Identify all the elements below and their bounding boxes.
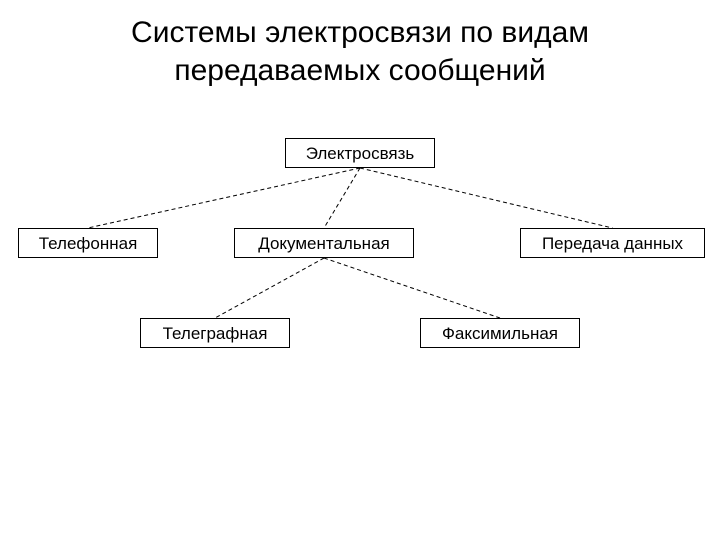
edge-root-n3 [360,168,613,228]
title-line-2: передаваемых сообщений [0,52,720,90]
node-n3: Передача данных [520,228,705,258]
edge-n2-n4 [215,258,324,318]
node-n1: Телефонная [18,228,158,258]
node-n4: Телеграфная [140,318,290,348]
node-n2: Документальная [234,228,414,258]
node-n5: Факсимильная [420,318,580,348]
title-line-1: Системы электросвязи по видам [0,14,720,52]
node-root: Электросвязь [285,138,435,168]
edge-n2-n5 [324,258,500,318]
edge-root-n2 [324,168,360,228]
page-title: Системы электросвязи по видам передаваем… [0,0,720,89]
edge-root-n1 [88,168,360,228]
